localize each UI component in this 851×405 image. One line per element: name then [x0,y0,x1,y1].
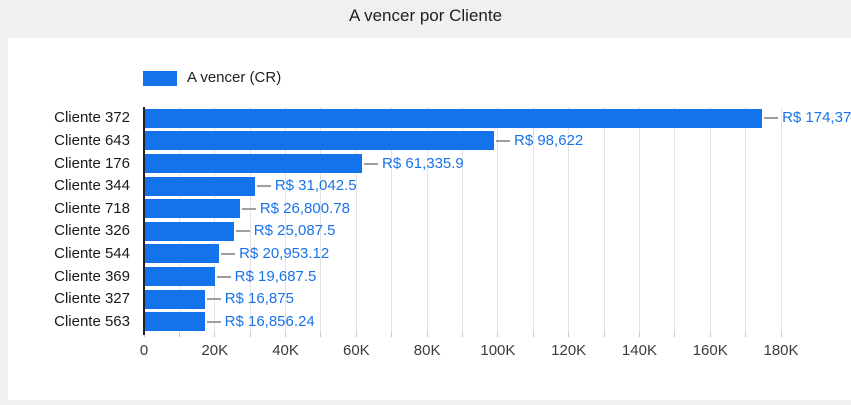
gridline [532,107,534,333]
axis-tick-mark [426,333,428,337]
gridline [497,107,499,333]
bar-cliente-369[interactable] [145,267,215,286]
axis-tick-mark [780,333,782,337]
gridline [285,107,287,333]
value-label: R$ 19,687.5 [234,267,317,285]
legend-color-swatch [143,70,177,86]
axis-tick-mark [178,333,180,337]
axis-tick-mark [143,333,145,337]
x-axis-tick-label: 160K [692,342,728,359]
gridline [674,107,676,333]
axis-tick-mark [320,333,322,337]
value-leader-line [216,275,231,278]
bar-cliente-563[interactable] [145,312,205,332]
y-axis-line [143,107,145,335]
category-label: Cliente 176 [54,154,130,172]
axis-tick-mark [497,333,499,337]
legend-label: A vencer (CR) [187,69,282,86]
value-label: R$ 25,087.5 [253,222,336,240]
bar-cliente-544[interactable] [145,244,220,264]
axis-tick-mark [214,333,216,337]
value-leader-line [241,207,256,210]
value-leader-line [256,185,271,188]
bar-cliente-344[interactable] [145,176,255,196]
axis-tick-mark [638,333,640,337]
x-axis-tick-label: 120K [551,342,587,359]
axis-tick-mark [285,333,287,337]
x-axis-tick-label: 80K [413,342,441,359]
value-leader-line [221,252,236,255]
category-label: Cliente 369 [54,267,130,285]
axis-tick-mark [391,333,393,337]
category-label: Cliente 563 [54,312,130,330]
gridline [249,107,251,333]
axis-tick-mark [709,333,711,337]
value-label: R$ 26,800.78 [259,199,350,217]
value-leader-line [206,320,221,323]
gridline [638,107,640,333]
legend-item[interactable]: A vencer (CR) [143,70,281,86]
value-leader-line [235,230,250,233]
axis-tick-mark [355,333,357,337]
gridline [709,107,711,333]
category-label: Cliente 327 [54,290,130,308]
gridline [745,107,747,333]
axis-tick-mark [462,333,463,337]
value-leader-line [364,162,379,165]
bar-cliente-326[interactable] [145,221,234,241]
category-label: Cliente 544 [54,244,130,262]
bar-cliente-643[interactable] [145,131,494,151]
axis-tick-mark [603,333,605,337]
value-label: R$ 174,37 [782,109,851,127]
axis-tick-mark [249,333,251,337]
x-axis-tick-label: 100K [480,342,516,359]
gridline [355,107,357,333]
gridline [568,107,570,333]
axis-tick-mark [745,333,747,337]
axis-tick-mark [532,333,534,337]
x-axis-tick-label: 0 [139,342,149,359]
bar-cliente-372[interactable] [145,108,763,128]
chart-card: A vencer (CR) 0 20K 40K 60K 80K 100K 120K 140K 1… [8,38,851,400]
gridline [426,107,428,333]
x-axis-tick-label: 140K [621,342,657,359]
gridline [320,107,322,333]
value-label: R$ 61,335.9 [382,154,464,172]
bar-chart-plot-area: 0 20K 40K 60K 80K 100K 120K 140K 160K 180K Cliente… [8,38,851,400]
axis-tick-mark [674,333,676,337]
bar-cliente-718[interactable] [145,199,240,219]
category-label: Cliente 643 [54,131,130,149]
category-label: Cliente 372 [54,109,130,127]
chart-title: A vencer por Cliente [348,6,503,25]
value-leader-line [206,298,221,301]
gridline [462,107,463,333]
x-axis-tick-label: 180K [763,342,799,359]
x-axis-tick-label: 40K [272,342,299,359]
gridline [178,107,180,333]
category-label: Cliente 326 [54,222,130,240]
gridline [780,107,782,333]
bar-cliente-176[interactable] [145,154,363,173]
gridline [603,107,605,333]
value-leader-line [764,117,779,120]
gridline [391,107,393,333]
category-label: Cliente 718 [54,199,130,217]
x-axis-tick-label: 20K [201,342,229,359]
value-leader-line [496,139,510,142]
value-label: R$ 16,856.24 [224,312,315,330]
category-label: Cliente 344 [54,177,130,195]
bar-cliente-327[interactable] [145,289,205,309]
gridline [214,107,216,333]
value-label: R$ 31,042.5 [274,177,357,195]
value-label: R$ 98,622 [514,131,584,149]
value-label: R$ 20,953.12 [239,244,330,262]
axis-tick-mark [568,333,570,337]
value-label: R$ 16,875 [224,290,294,308]
x-axis-tick-label: 60K [342,342,370,359]
